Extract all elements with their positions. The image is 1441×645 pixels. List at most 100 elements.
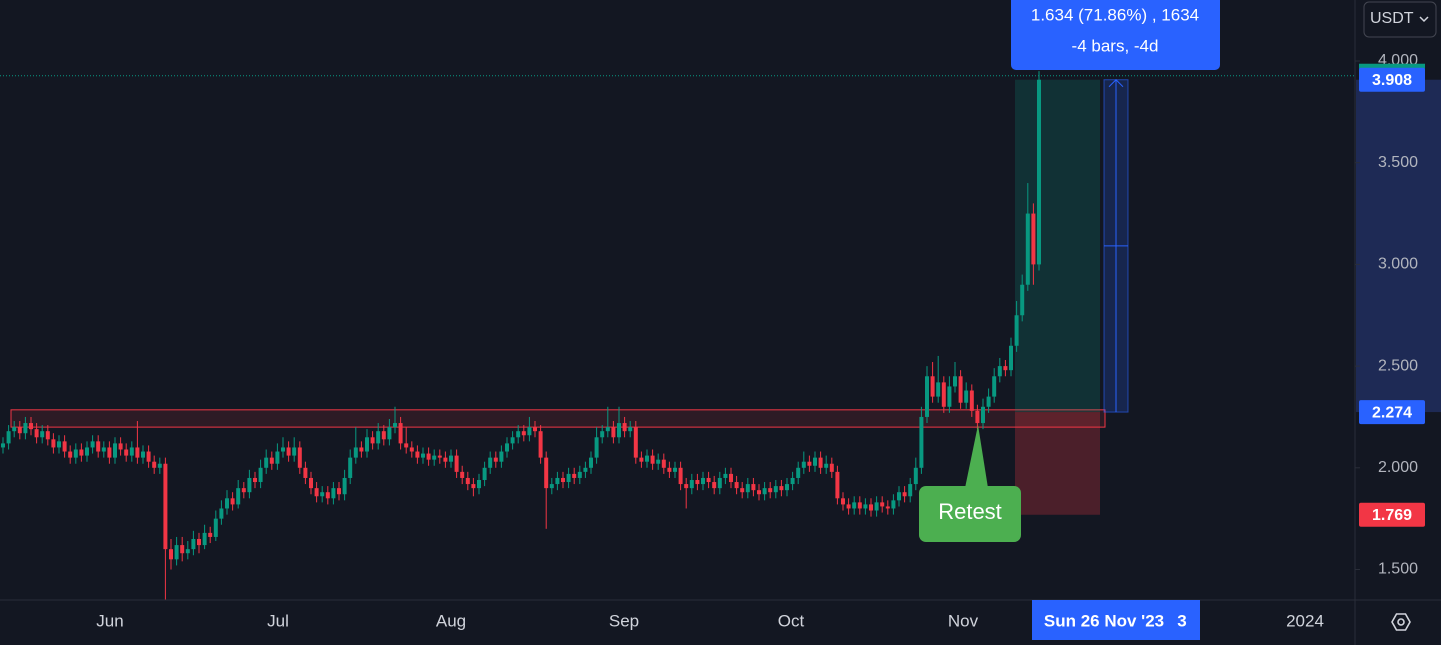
x-tick-label: Aug [436,611,466,630]
candle-body [12,427,17,432]
candle-body [661,459,666,468]
candle-body [701,477,705,485]
candle-body [930,376,935,397]
candle-body [113,443,117,458]
candle-body [381,431,386,440]
x-tick-label: Jun [96,611,123,630]
candle-body [443,457,448,462]
candle-body [628,427,633,432]
candle-body [118,443,123,450]
candle-body [404,443,409,448]
candle-body [913,467,918,485]
candle-body [874,502,879,511]
axes: 1.5002.0002.5003.0003.5004.0003.9082.274… [96,52,1441,640]
support-zone [10,409,1106,428]
candle-body [891,500,896,509]
candle-body [107,447,112,458]
candle-body [1009,345,1013,371]
candle-body [762,488,767,495]
candle-body [23,423,28,434]
candle-body [292,447,297,456]
candle-body [409,447,414,452]
candle-body [667,467,672,472]
candle-body [779,486,784,491]
candle-body [712,482,717,489]
candle-body [353,447,358,458]
settings-icon[interactable] [1391,613,1411,631]
candle-body [947,386,952,407]
candle-body [337,488,341,495]
candle-body [40,431,45,438]
candle-body [969,390,974,411]
candle-body [723,473,728,478]
candle-body [499,451,504,462]
candle-body [818,457,823,468]
target-price-tag [1359,67,1425,92]
x-tick-label: Jul [267,611,289,630]
candle-body [269,457,274,464]
candle-body [51,439,56,448]
candle-body [163,463,168,550]
candle-body [253,477,257,483]
candle-body [314,488,319,497]
currency-button-box[interactable] [1363,1,1437,38]
candle-body [477,480,481,489]
candle-body [846,504,851,509]
stop-price-label: 1.769 [1372,507,1412,524]
y-tick-label: 3.000 [1378,256,1418,273]
candle-body [169,549,173,560]
candle-body [902,492,907,497]
candle-body [594,437,599,458]
candle-body [96,441,101,452]
candle-body [393,423,397,428]
candle-body [225,498,229,509]
candle-body [757,490,761,495]
candle-body [527,427,532,436]
candle-body [538,431,543,458]
target-tag-top [1359,63,1425,69]
candle-body [566,473,571,483]
candle-body [370,437,375,444]
candle-body [1003,366,1008,371]
candle-body [471,484,476,489]
candle-body [264,457,269,468]
candle-body [309,477,313,489]
candle-body [376,431,381,444]
candle-body [561,477,565,483]
axis-range-highlight [1356,79,1441,413]
candle-body [829,463,834,472]
candle-body [656,459,661,464]
candle-body [577,471,582,478]
candle-body [572,473,577,478]
candle-body [790,477,795,485]
candle-body [986,396,991,407]
candle-body [1020,284,1025,316]
candle-body [505,443,509,452]
candle-body [745,484,750,493]
candle-body [180,545,185,554]
candle-body [141,451,145,458]
currency-button[interactable]: USDT [1363,1,1437,38]
candle-body [958,376,963,403]
candle-body [185,549,190,554]
candle-body [751,484,756,491]
crosshair-date: Sun 26 Nov '23 [1044,611,1164,630]
crosshair-date-box [1032,600,1200,640]
settings-icon-center[interactable] [1397,618,1405,626]
candle-body [449,455,453,462]
candle-body [880,502,885,507]
settings-button[interactable] [1391,613,1411,631]
candle-body [286,447,291,456]
entry-price-tag [1359,400,1425,425]
candle-body [236,488,241,505]
candle-body [869,504,873,511]
retest-box [919,486,1021,542]
candle-body [740,488,745,493]
currency-label[interactable]: USDT [1370,10,1414,27]
chevron-icon[interactable] [1419,16,1429,23]
candle-body [510,437,515,444]
candle-body [645,455,649,462]
candle-body [857,502,862,509]
candle-body [975,410,980,424]
